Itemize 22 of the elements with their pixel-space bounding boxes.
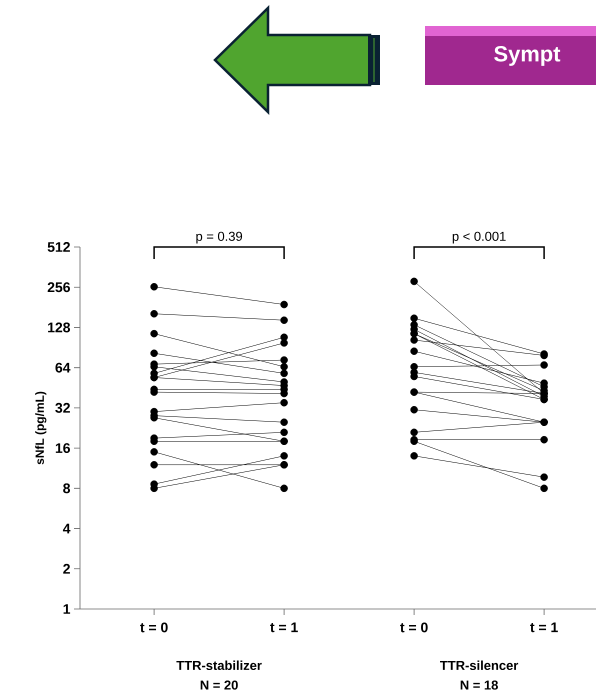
x-tick-label: t = 0 [140,622,168,632]
chart-title: Sympt [494,46,560,66]
y-tick-label: 4 [62,524,70,534]
text: N = 18 [460,680,498,690]
y-tick-label: 64 [55,362,70,373]
text: N = 20 [200,680,238,690]
x-tick-label: t = 0 [400,622,428,632]
y-tick-label: 32 [55,402,70,413]
text: TTR-stabilizer [176,660,262,670]
text: p = 0.39 [196,232,242,244]
text: TTR-silencer [440,660,518,670]
y-tick-label: 2 [63,564,70,574]
x-tick-label: t = 1 [530,622,558,632]
text: p < 0.001 [452,232,506,244]
y-tick-label: 16 [56,443,70,454]
x-tick-label: t = 1 [270,622,298,632]
y-axis-title: sNfL (pg/mL) [35,392,46,464]
y-tick-label: 8 [63,483,70,494]
y-tick-label: 1 [64,604,70,614]
y-tick-label: 128 [48,322,70,332]
y-tick-label: 256 [48,282,70,292]
y-tick-label: 512 [48,242,70,252]
